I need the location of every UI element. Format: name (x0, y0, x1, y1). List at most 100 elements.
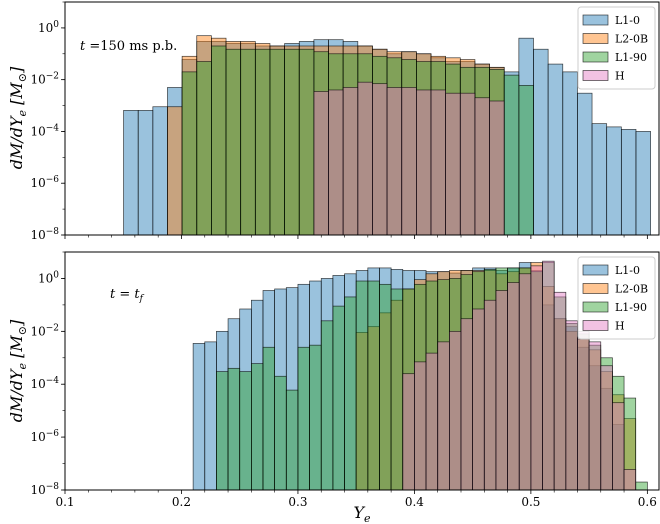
bar-l1-90-8 (181, 71, 198, 235)
x-tick-label: 0.6 (638, 495, 657, 509)
bar-h-38 (507, 282, 520, 490)
bar-l1-90-49 (635, 481, 648, 490)
bar-h-29 (489, 100, 505, 235)
bar-h-31 (425, 352, 439, 490)
bar-l1-90-23 (332, 305, 345, 490)
legend-swatch-l1-90 (582, 301, 609, 313)
bar-h-17 (313, 91, 329, 235)
bar-l1-90-25 (355, 280, 369, 490)
bar-l1-0-33 (547, 63, 564, 235)
y-tick-label: 10−2 (30, 72, 59, 87)
bar-l1-90-15 (284, 48, 300, 235)
bar-l1-0-37 (606, 126, 622, 235)
legend-swatch-h (582, 70, 609, 81)
bar-h-39 (518, 273, 532, 490)
bar-l1-0-12 (204, 341, 217, 490)
bar-h-18 (328, 89, 344, 235)
bar-l1-90-21 (309, 344, 322, 490)
bar-h-27 (459, 92, 476, 235)
legend-label: H (615, 320, 625, 333)
bar-l2-0b-7 (167, 106, 183, 235)
bar-h-40 (530, 265, 543, 490)
y-tick-label: 10−6 (30, 429, 59, 444)
time-annotation: t = tf (110, 287, 145, 304)
legend-swatch-l2-0b (582, 33, 609, 44)
bar-l1-90-17 (262, 346, 275, 490)
bar-l1-90-15 (239, 371, 252, 490)
legend-label: L1-90 (615, 301, 647, 314)
y-tick-label: 10−2 (30, 323, 59, 338)
bar-l1-90-16 (298, 48, 315, 235)
y-tick-label: 10−4 (30, 376, 59, 391)
bar-h-26 (445, 92, 461, 235)
bar-h-32 (437, 341, 450, 490)
bar-h-22 (386, 87, 403, 235)
legend-label: L2-0B (615, 33, 648, 46)
legend-swatch-h (582, 320, 609, 331)
bar-l1-90-16 (251, 363, 264, 490)
x-tick-label: 0.3 (288, 495, 307, 509)
bar-l1-0-4 (123, 110, 139, 235)
y-tick-label: 10−8 (30, 482, 59, 497)
bar-l1-90-11 (225, 48, 242, 235)
bar-h-34 (460, 318, 473, 490)
y-tick-label: 10−8 (30, 227, 59, 242)
axes-frame (64, 1, 660, 236)
y-tick-label: 100 (38, 20, 59, 35)
legend-swatch-l1-0 (582, 264, 609, 276)
bar-h-45 (588, 341, 602, 490)
bar-h-21 (372, 83, 388, 235)
bar-h-44 (577, 330, 590, 490)
bar-h-43 (565, 320, 578, 490)
bar-l1-0-35 (577, 92, 593, 235)
bar-l1-90-18 (274, 375, 287, 490)
x-tick-label: 0.1 (55, 495, 74, 509)
legend-box (577, 256, 656, 340)
bar-l1-0-5 (137, 110, 154, 235)
bar-h-28 (474, 97, 490, 235)
bar-l1-90-14 (269, 48, 285, 235)
bar-h-29 (402, 373, 415, 490)
bars-group (123, 35, 651, 235)
legend-swatch-l1-0 (582, 14, 609, 26)
bar-h-37 (495, 290, 508, 490)
time-annotation: t =150 ms p.b. (80, 39, 177, 54)
bar-h-33 (449, 330, 462, 490)
bar-h-23 (401, 87, 417, 235)
bar-l1-0-6 (152, 106, 168, 235)
legend: L1-0 L2-0B L1-90 H (577, 6, 656, 90)
y-axis-label: dM/dYe [M⊙] (7, 319, 29, 422)
bar-h-35 (472, 308, 485, 490)
y-axis-label: dM/dYe [M⊙] (7, 66, 29, 169)
legend-label: L1-90 (615, 51, 647, 64)
legend-label: L1-0 (615, 14, 640, 27)
legend-swatch-l2-0b (582, 283, 609, 294)
bar-l1-90-20 (297, 346, 310, 490)
legend-box (577, 6, 656, 90)
x-axis-label: Ye (353, 503, 371, 524)
bar-l1-0-32 (533, 48, 549, 235)
x-tick-label: 0.5 (521, 495, 540, 509)
bar-h-48 (623, 469, 637, 490)
bar-l1-90-31 (518, 85, 534, 235)
x-tick-label: 0.4 (405, 495, 424, 509)
bar-h-19 (342, 87, 359, 235)
bar-h-20 (357, 81, 373, 235)
bar-h-25 (430, 89, 447, 235)
bar-h-46 (600, 365, 613, 490)
bar-h-36 (483, 299, 497, 490)
bars-group (192, 260, 648, 490)
bar-l1-0-11 (192, 343, 206, 490)
bar-l1-90-26 (367, 280, 380, 490)
y-tick-label: 100 (38, 270, 59, 285)
bar-l1-90-10 (211, 45, 227, 235)
bar-h-41 (542, 260, 555, 490)
panel-bottom: 100 10−2 10−4 10−6 10−80.1 0.2 0.3 0.4 0.5 0.6 dM/… (7, 251, 660, 524)
bar-l1-90-30 (503, 74, 520, 235)
bar-l1-90-13 (254, 48, 271, 235)
bar-l1-0-34 (562, 71, 578, 235)
bar-l1-90-27 (379, 283, 392, 490)
bar-l1-90-9 (196, 61, 212, 235)
y-tick-label: 10−6 (30, 175, 59, 190)
